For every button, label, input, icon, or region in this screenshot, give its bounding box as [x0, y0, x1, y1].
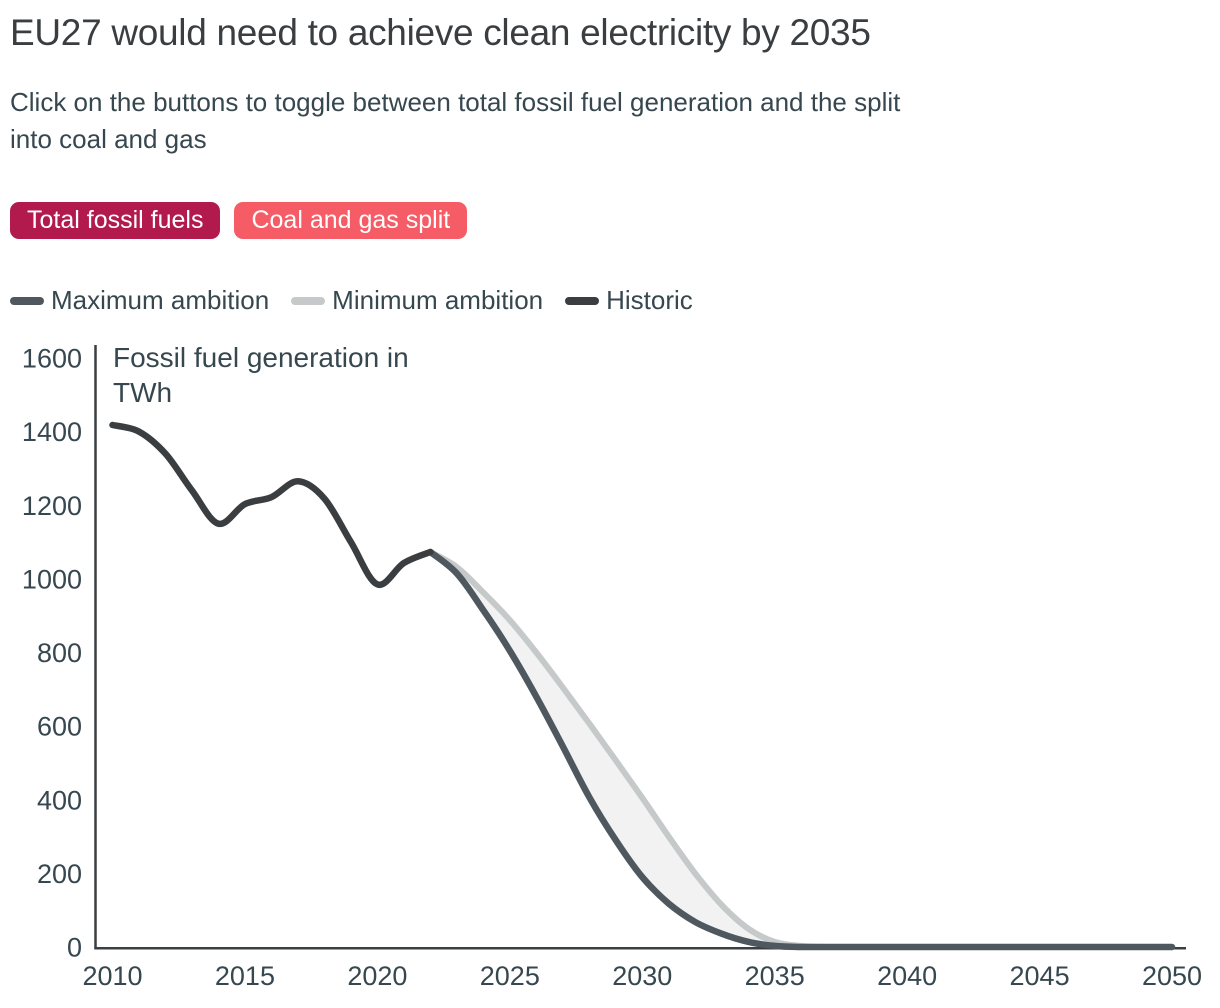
x-tick-label: 2050	[1142, 961, 1202, 991]
x-tick-label: 2010	[82, 961, 142, 991]
series-line-maximum-ambition	[427, 548, 1176, 951]
series-line-historic	[109, 421, 434, 588]
legend-label: Maximum ambition	[51, 285, 270, 315]
y-tick-label: 600	[37, 712, 82, 742]
y-axis-title-line: TWh	[113, 377, 172, 408]
total-fossil-fuels-button[interactable]: Total fossil fuels	[10, 202, 221, 239]
legend-label: Minimum ambition	[332, 285, 544, 315]
x-tick-label: 2020	[347, 961, 407, 991]
y-tick-label: 0	[67, 933, 82, 963]
x-tick-label: 2040	[877, 961, 937, 991]
page-title: EU27 would need to achieve clean electri…	[10, 12, 871, 53]
chart-legend: Maximum ambition Minimum ambition Histor…	[10, 285, 693, 316]
coal-gas-split-button[interactable]: Coal and gas split	[234, 202, 468, 239]
scenario-band	[430, 552, 1173, 947]
legend-label: Historic	[606, 285, 693, 315]
x-tick-label: 2030	[612, 961, 672, 991]
chart-subtitle: Click on the buttons to toggle between t…	[10, 84, 1200, 158]
y-tick-label: 800	[37, 638, 82, 668]
y-tick-label: 1400	[22, 417, 82, 447]
minimum-ambition-line-swatch-icon	[291, 296, 326, 305]
y-tick-label: 1200	[22, 491, 82, 521]
toggle-button-group: Total fossil fuels Coal and gas split	[10, 202, 468, 239]
chart-subtitle-line1: Click on the buttons to toggle between t…	[10, 87, 901, 117]
chart-subtitle-line2: into coal and gas	[10, 124, 207, 154]
series-line-minimum-ambition	[427, 549, 1175, 950]
y-axis-title-line: Fossil fuel generation in	[113, 342, 409, 373]
historic-line-swatch-icon	[565, 296, 600, 305]
maximum-ambition-line-swatch-icon	[10, 296, 44, 305]
y-tick-label: 1600	[22, 344, 82, 374]
x-tick-label: 2045	[1010, 961, 1070, 991]
y-tick-label: 200	[37, 859, 82, 889]
x-tick-label: 2025	[480, 961, 540, 991]
x-tick-label: 2035	[745, 961, 805, 991]
legend-item-historic: Historic	[565, 285, 693, 316]
x-tick-label: 2015	[215, 961, 275, 991]
y-tick-label: 400	[37, 785, 82, 815]
legend-item-minimum-ambition: Minimum ambition	[291, 285, 543, 316]
legend-item-maximum-ambition: Maximum ambition	[10, 285, 269, 316]
y-tick-label: 1000	[22, 564, 82, 594]
